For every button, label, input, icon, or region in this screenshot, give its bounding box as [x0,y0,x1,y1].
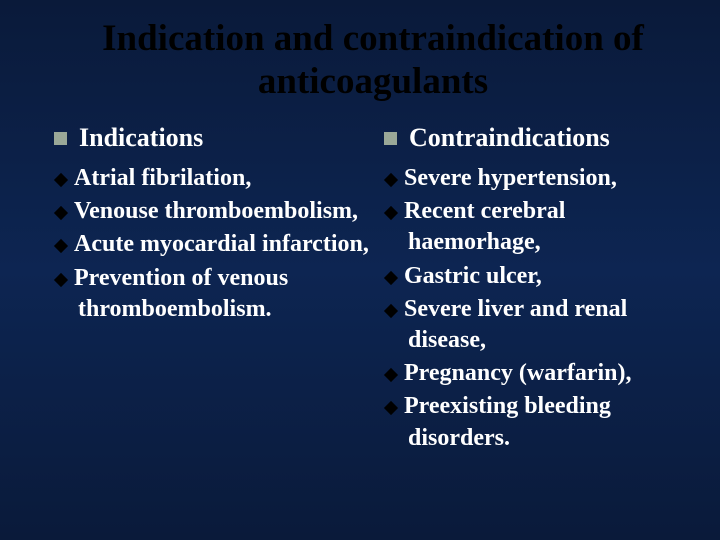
item-text: Atrial fibrilation, [74,165,251,191]
list-item: Prevention of venous thromboembolism. [54,263,374,325]
item-text: Prevention of venous thromboembolism. [74,265,288,322]
item-text: Preexisting bleeding disorders. [404,393,611,450]
contraindications-heading-text: Contraindications [409,123,610,153]
diamond-bullet-icon [384,204,398,218]
diamond-bullet-icon [384,269,398,283]
list-item: Venouse thromboembolism, [54,196,374,227]
list-item: Recent cerebral haemorhage, [384,196,692,258]
slide-title: Indication and contraindication of antic… [54,18,692,103]
item-text: Acute myocardial infarction, [74,231,369,257]
item-text: Pregnancy (warfarin), [404,360,632,386]
item-text: Venouse thromboembolism, [74,198,358,224]
item-text: Gastric ulcer, [404,263,542,289]
content-columns: Indications Atrial fibrilation, Venouse … [54,123,692,456]
diamond-bullet-icon [54,171,68,185]
list-item: Severe hypertension, [384,163,692,194]
square-bullet-icon [384,132,397,145]
contraindications-column: Contraindications Severe hypertension, R… [384,123,692,456]
diamond-bullet-icon [54,271,68,285]
item-text: Recent cerebral haemorhage, [404,198,565,255]
indications-heading-text: Indications [79,123,203,153]
list-item: Severe liver and renal disease, [384,294,692,356]
item-text: Severe hypertension, [404,165,617,191]
item-text: Severe liver and renal disease, [404,296,627,353]
square-bullet-icon [54,132,67,145]
contraindications-heading: Contraindications [384,123,692,153]
list-item: Preexisting bleeding disorders. [384,391,692,453]
diamond-bullet-icon [384,366,398,380]
diamond-bullet-icon [384,302,398,316]
list-item: Gastric ulcer, [384,261,692,292]
diamond-bullet-icon [54,204,68,218]
diamond-bullet-icon [384,171,398,185]
indications-heading: Indications [54,123,374,153]
list-item: Atrial fibrilation, [54,163,374,194]
list-item: Pregnancy (warfarin), [384,358,692,389]
list-item: Acute myocardial infarction, [54,229,374,260]
indications-column: Indications Atrial fibrilation, Venouse … [54,123,374,456]
diamond-bullet-icon [384,399,398,413]
diamond-bullet-icon [54,237,68,251]
